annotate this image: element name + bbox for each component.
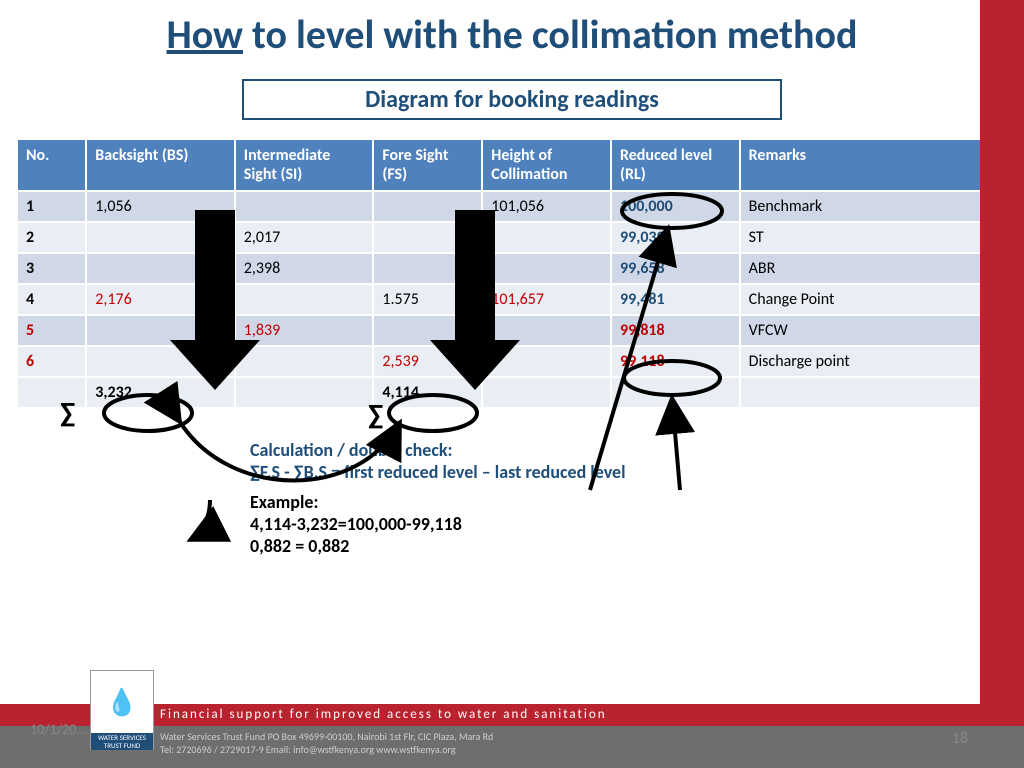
sum-cell xyxy=(482,377,611,408)
table-cell: 3 xyxy=(17,253,86,284)
col-header: Intermediate Sight (SI) xyxy=(235,139,374,191)
table-cell: 99,039 xyxy=(611,222,740,253)
sum-cell xyxy=(611,377,740,408)
table-cell: 1.575 xyxy=(373,284,482,315)
table-row: 5 1,839 99,818VFCW xyxy=(17,315,1007,346)
logo: 💧 WATER SERVICES TRUST FUND xyxy=(90,670,154,750)
example-label: Example: xyxy=(250,491,1024,513)
table-cell xyxy=(373,253,482,284)
sum-cell xyxy=(235,377,374,408)
table-cell: 99,818 xyxy=(611,315,740,346)
slide-title: How to level with the collimation method xyxy=(0,0,1024,69)
table-cell: 101,056 xyxy=(482,191,611,222)
page-number: 18 xyxy=(952,729,968,748)
table-cell: 99,658 xyxy=(611,253,740,284)
table-cell: 99,481 xyxy=(611,284,740,315)
example-line1: 4,114-3,232=100,000-99,118 xyxy=(250,513,1024,535)
col-header: Remarks xyxy=(740,139,1007,191)
table-cell: 1,056 xyxy=(86,191,235,222)
table-row: 6 2,539 99,118Discharge point xyxy=(17,346,1007,377)
table-cell: 5 xyxy=(17,315,86,346)
table-cell: ABR xyxy=(740,253,1007,284)
slide-date: 10/1/20... xyxy=(30,721,87,738)
readings-table: No.Backsight (BS)Intermediate Sight (SI)… xyxy=(16,138,1008,409)
table-cell xyxy=(482,346,611,377)
title-underlined: How xyxy=(167,10,243,59)
footer-line2: Tel: 2720696 / 2729017-9 Email: info@wst… xyxy=(160,743,1024,756)
col-header: Reduced level (RL) xyxy=(611,139,740,191)
table-cell: Benchmark xyxy=(740,191,1007,222)
table-cell: 6 xyxy=(17,346,86,377)
table-cell xyxy=(482,253,611,284)
calculation-block: Calculation / double check: ∑F.S - ∑B.S … xyxy=(250,439,1024,557)
table-cell xyxy=(482,222,611,253)
sum-row: 3,232 4,114 xyxy=(17,377,1007,408)
table-cell xyxy=(235,284,374,315)
table-container: No.Backsight (BS)Intermediate Sight (SI)… xyxy=(0,138,1024,409)
table-row: 42,176 1.575101,65799,481Change Point xyxy=(17,284,1007,315)
table-cell: 101,657 xyxy=(482,284,611,315)
slide: How to level with the collimation method… xyxy=(0,0,1024,768)
col-header: No. xyxy=(17,139,86,191)
table-row: 3 2,398 99,658ABR xyxy=(17,253,1007,284)
table-cell xyxy=(373,315,482,346)
subtitle: Diagram for booking readings xyxy=(242,79,782,120)
table-cell: 100,000 xyxy=(611,191,740,222)
table-cell: 2,539 xyxy=(373,346,482,377)
table-cell xyxy=(373,222,482,253)
table-row: 11,056 101,056100,000Benchmark xyxy=(17,191,1007,222)
table-cell xyxy=(86,346,235,377)
table-cell: Discharge point xyxy=(740,346,1007,377)
footer-line1: Water Services Trust Fund PO Box 49699-0… xyxy=(160,730,1024,743)
example-line2: 0,882 = 0,882 xyxy=(250,535,1024,557)
table-cell: 2,176 xyxy=(86,284,235,315)
title-rest: to level with the collimation method xyxy=(243,10,857,59)
table-cell xyxy=(482,315,611,346)
table-cell: 2,398 xyxy=(235,253,374,284)
table-cell xyxy=(86,222,235,253)
table-row: 2 2,017 99,039ST xyxy=(17,222,1007,253)
table-body: 11,056 101,056100,000Benchmark 2 2,017 99,03… xyxy=(17,191,1007,408)
table-cell xyxy=(86,253,235,284)
sum-cell: 4,114 xyxy=(373,377,482,408)
table-cell xyxy=(373,191,482,222)
table-cell: 4 xyxy=(17,284,86,315)
table-cell: VFCW xyxy=(740,315,1007,346)
table-cell: 1 xyxy=(17,191,86,222)
table-cell xyxy=(235,346,374,377)
sum-cell: 3,232 xyxy=(86,377,235,408)
sum-cell xyxy=(17,377,86,408)
table-cell: ST xyxy=(740,222,1007,253)
logo-text: WATER SERVICES TRUST FUND xyxy=(91,733,153,750)
table-cell: 2 xyxy=(17,222,86,253)
calc-title: Calculation / double check: xyxy=(250,439,1024,461)
table-cell xyxy=(235,191,374,222)
col-header: Fore Sight (FS) xyxy=(373,139,482,191)
col-header: Backsight (BS) xyxy=(86,139,235,191)
sidebar-accent xyxy=(980,0,1024,720)
logo-icon: 💧 xyxy=(91,671,153,733)
col-header: Height of Collimation xyxy=(482,139,611,191)
table-cell: Change Point xyxy=(740,284,1007,315)
calc-formula: ∑F.S - ∑B.S = first reduced level – last… xyxy=(250,461,1024,483)
table-head: No.Backsight (BS)Intermediate Sight (SI)… xyxy=(17,139,1007,191)
sum-cell xyxy=(740,377,1007,408)
example-block: Example: 4,114-3,232=100,000-99,118 0,88… xyxy=(250,491,1024,557)
table-cell: 2,017 xyxy=(235,222,374,253)
table-cell: 1,839 xyxy=(235,315,374,346)
table-cell: 99,118 xyxy=(611,346,740,377)
table-cell xyxy=(86,315,235,346)
